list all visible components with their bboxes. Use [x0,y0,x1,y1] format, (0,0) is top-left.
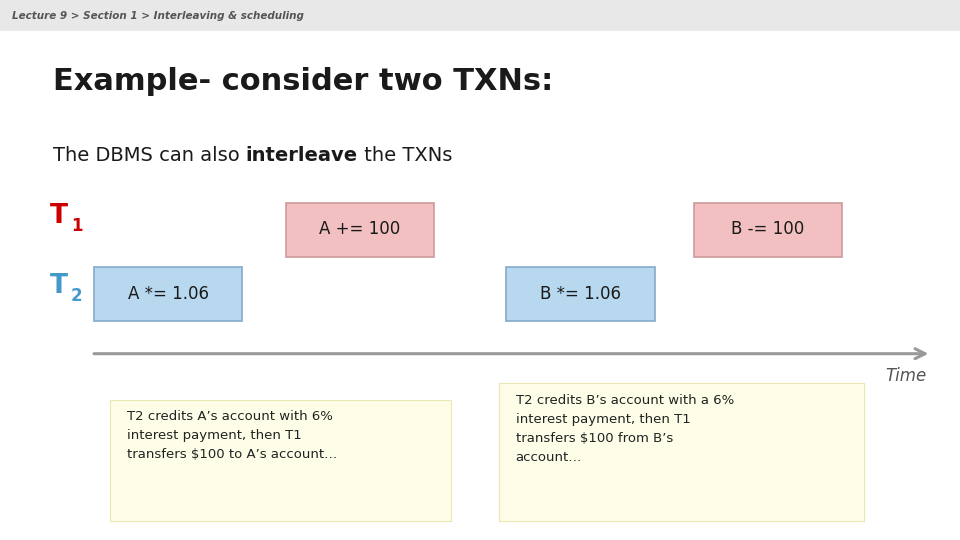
Text: 2: 2 [71,287,83,305]
Text: the TXNs: the TXNs [358,146,452,165]
Text: Lecture 9 > Section 1 > Interleaving & scheduling: Lecture 9 > Section 1 > Interleaving & s… [12,11,303,21]
FancyBboxPatch shape [507,267,655,321]
Text: interleave: interleave [246,146,358,165]
Bar [0,0,960,31]
Text: T2 credits B’s account with a 6%
interest payment, then T1
transfers $100 from B: T2 credits B’s account with a 6% interes… [516,394,733,464]
Text: B -= 100: B -= 100 [732,220,804,239]
Text: A += 100: A += 100 [320,220,400,239]
FancyBboxPatch shape [693,202,843,256]
Text: The DBMS can also: The DBMS can also [53,146,246,165]
Text: 1: 1 [71,217,83,235]
Text: T2 credits A’s account with 6%
interest payment, then T1
transfers $100 to A’s a: T2 credits A’s account with 6% interest … [127,410,337,461]
Text: Example- consider two TXNs:: Example- consider two TXNs: [53,68,553,97]
FancyBboxPatch shape [499,383,864,521]
FancyBboxPatch shape [93,267,242,321]
Text: T: T [50,203,68,229]
Text: B *= 1.06: B *= 1.06 [540,285,621,303]
FancyBboxPatch shape [110,400,451,521]
Text: T: T [50,273,68,299]
Text: Time: Time [885,367,926,385]
FancyBboxPatch shape [286,202,434,256]
Text: A *= 1.06: A *= 1.06 [128,285,208,303]
